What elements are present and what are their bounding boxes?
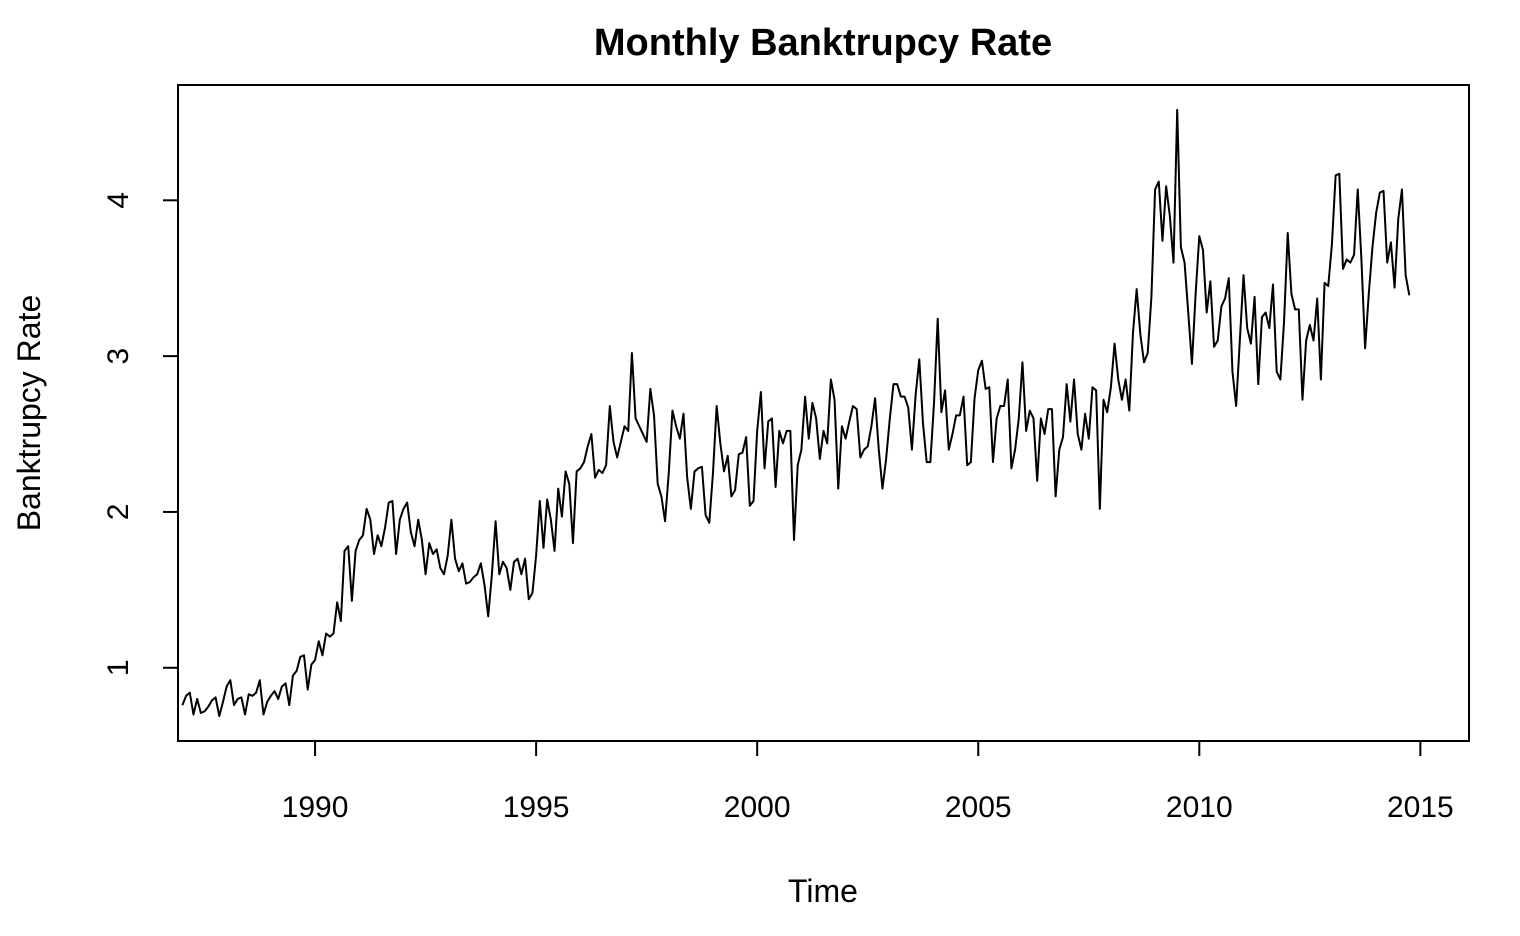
y-axis: 1 2 3 4 (102, 192, 179, 676)
x-tick-label: 2015 (1387, 791, 1454, 824)
series-line (181, 108, 1411, 718)
y-tick-label: 3 (102, 348, 135, 365)
x-axis-label: Time (788, 873, 858, 909)
x-tick-label: 2005 (945, 791, 1012, 824)
chart-title: Monthly Banktrupcy Rate (594, 22, 1052, 64)
x-tick-label: 2000 (724, 791, 791, 824)
y-axis-label: Banktrupcy Rate (11, 295, 47, 532)
plot-area (177, 84, 1470, 742)
x-tick-label: 1995 (503, 791, 570, 824)
y-tick-label: 4 (102, 192, 135, 209)
y-tick-label: 1 (102, 659, 135, 676)
x-tick-label: 1990 (282, 791, 349, 824)
y-tick-label: 2 (102, 504, 135, 521)
x-tick-label: 2010 (1166, 791, 1233, 824)
x-axis: 1990 1995 2000 2005 2010 2015 (282, 740, 1454, 824)
